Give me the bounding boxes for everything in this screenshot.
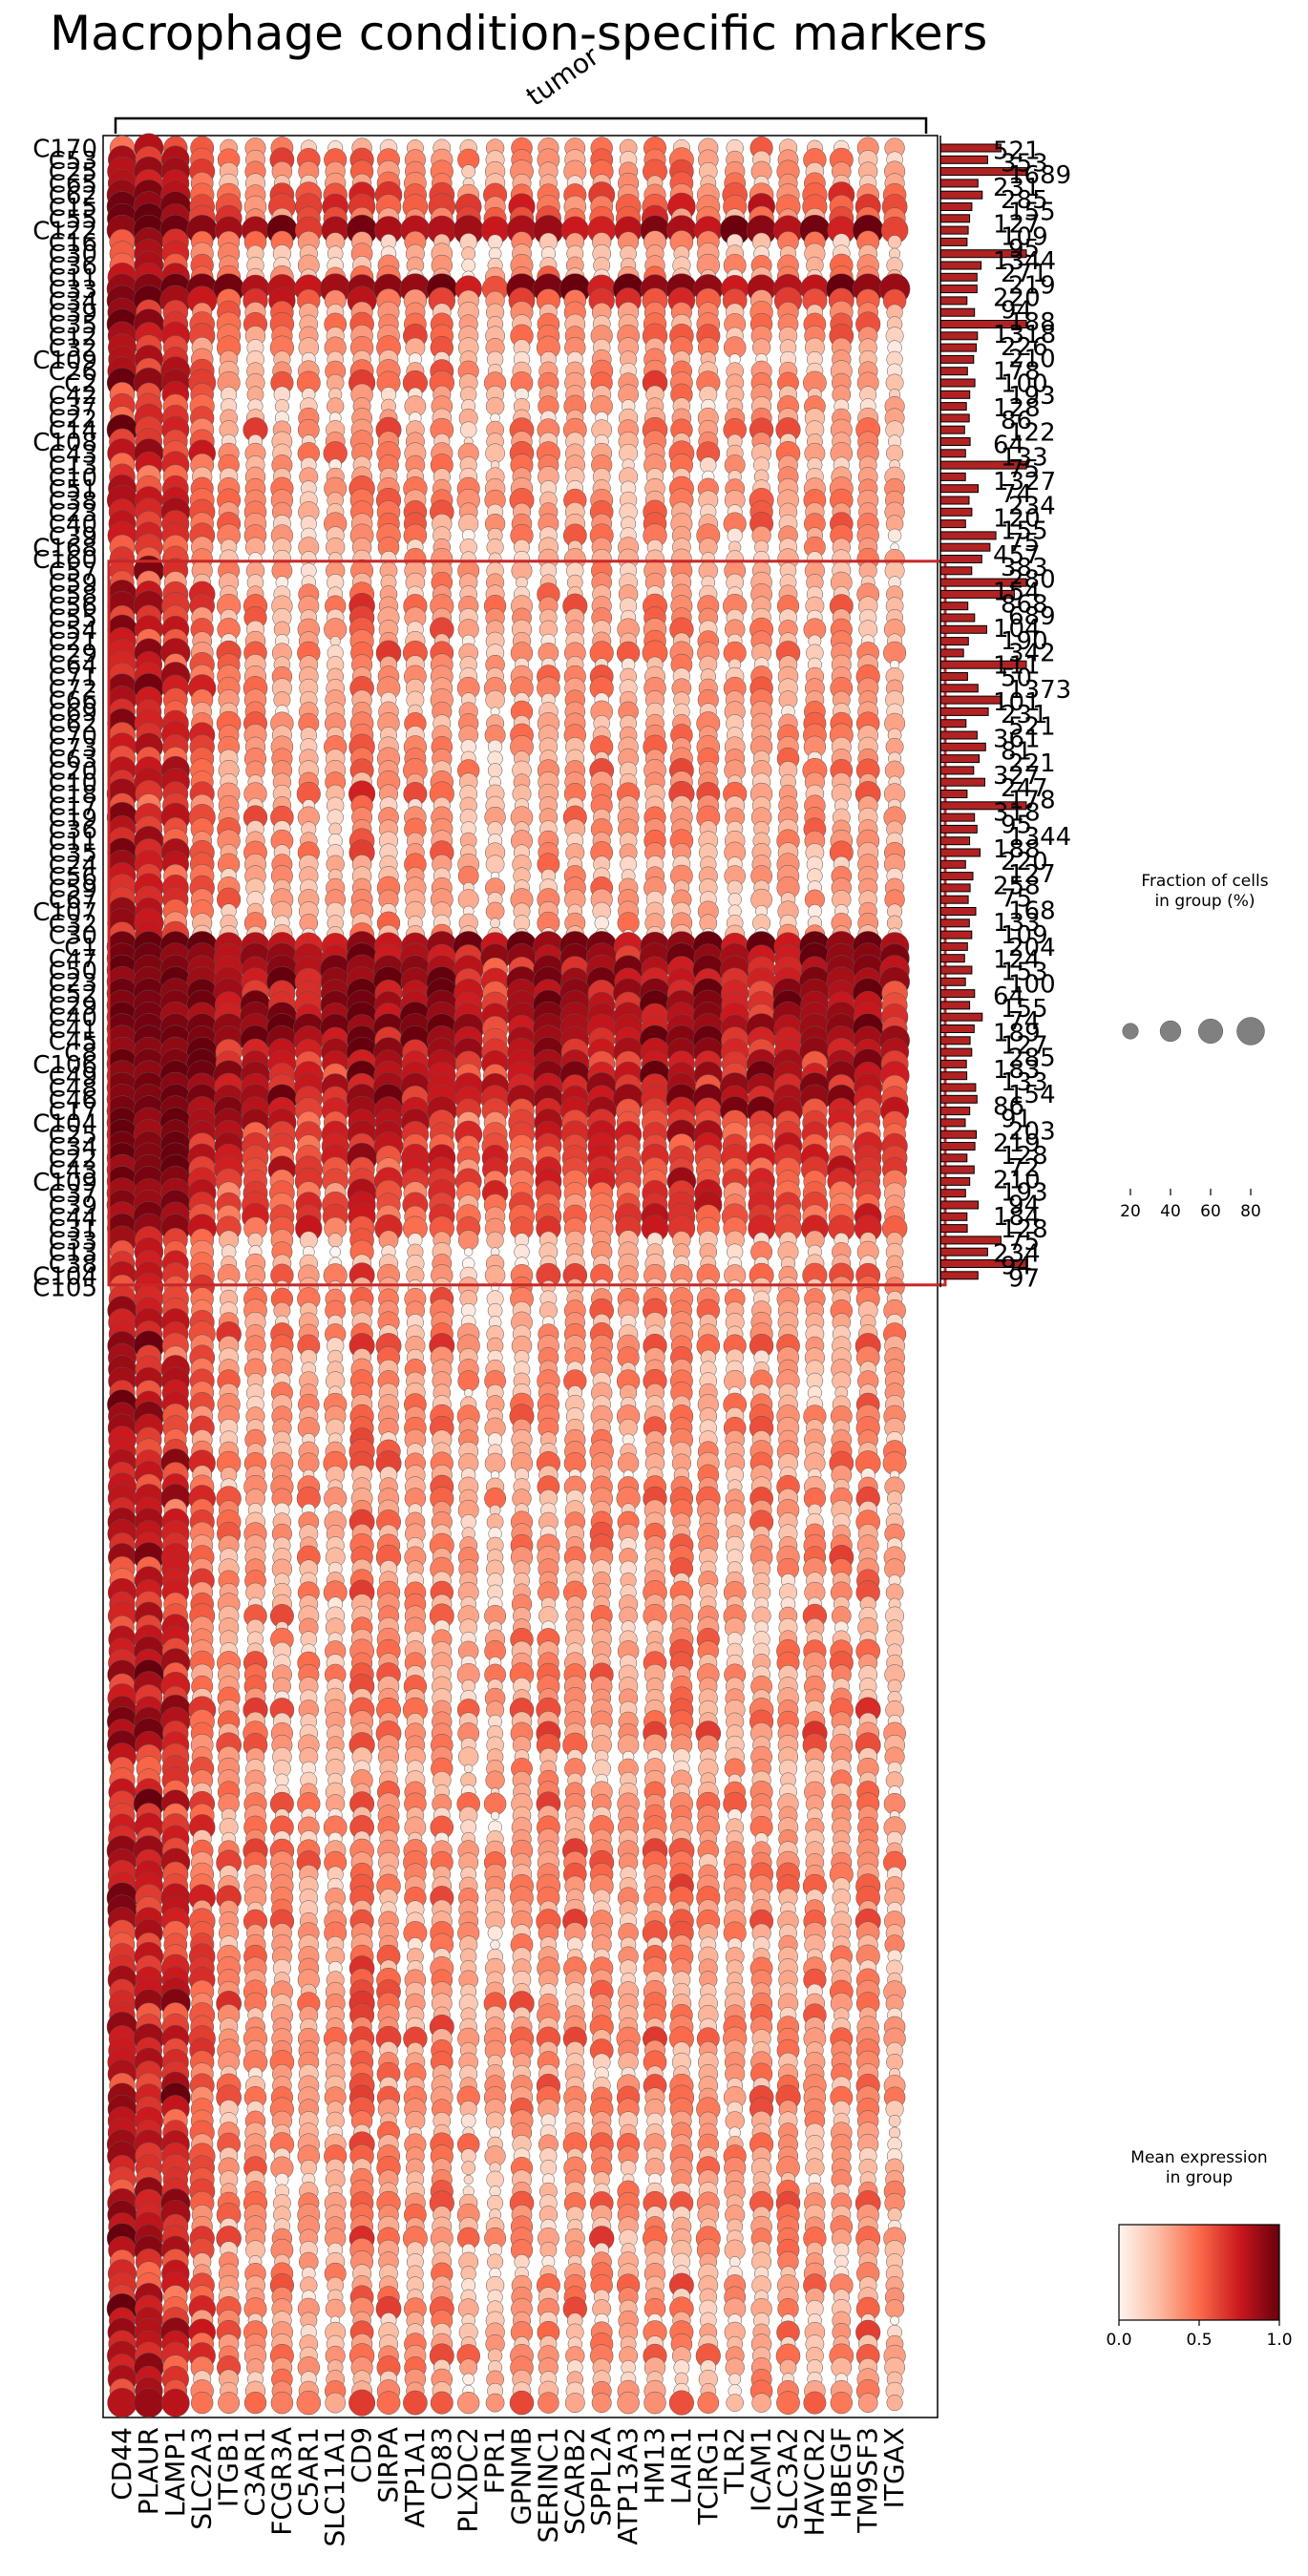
dot-r142-c14 (490, 1810, 500, 1821)
dot-r64-c23 (728, 893, 742, 907)
dot-r53-c14 (487, 763, 503, 778)
dot-r93-c13 (457, 1230, 479, 1251)
dot-r138-c13 (464, 1763, 474, 1774)
dot-r106-c13 (464, 1388, 474, 1398)
dot-r22-c14 (485, 396, 505, 416)
dot-r33-c29 (887, 528, 902, 543)
dot-layer (106, 133, 911, 2418)
dot-r94-c13 (464, 1247, 474, 1256)
dot-r10-c13 (461, 258, 476, 273)
dot-r94-c8 (329, 1246, 342, 1258)
dot-r42-c8 (329, 636, 341, 647)
dot-r26-c29 (886, 444, 904, 462)
dot-r139-c14 (485, 1770, 505, 1790)
dot-r65-c14 (485, 901, 505, 921)
dot-r153-c14 (490, 1939, 500, 1951)
dot-r93-c8 (327, 1233, 343, 1248)
dot-r112-c14 (484, 1452, 506, 1474)
dot-r33-c23 (727, 527, 743, 544)
dot-r26-c14 (485, 443, 505, 464)
dot-r66-c18 (594, 916, 609, 931)
dot-r8-c14 (487, 234, 503, 250)
dot-r8-c29 (887, 235, 902, 249)
chart-title: Macrophage condition-specific markers (50, 6, 987, 61)
dot-r93-c14 (486, 1231, 504, 1250)
dot-r163-c29 (886, 2053, 904, 2071)
dot-r96-c14 (484, 1265, 506, 1286)
dot-r99-c14 (487, 1302, 503, 1319)
dot-r24-c13 (459, 421, 477, 438)
dot-r58-c8 (328, 822, 343, 836)
dot-r61-c14 (485, 855, 505, 875)
dot-r66-c14 (490, 918, 501, 929)
dot-r137-c13 (458, 1746, 479, 1767)
dot-r47-c14 (485, 689, 505, 710)
dot-r152-c14 (487, 1925, 503, 1941)
dot-r2-c13 (461, 164, 476, 179)
